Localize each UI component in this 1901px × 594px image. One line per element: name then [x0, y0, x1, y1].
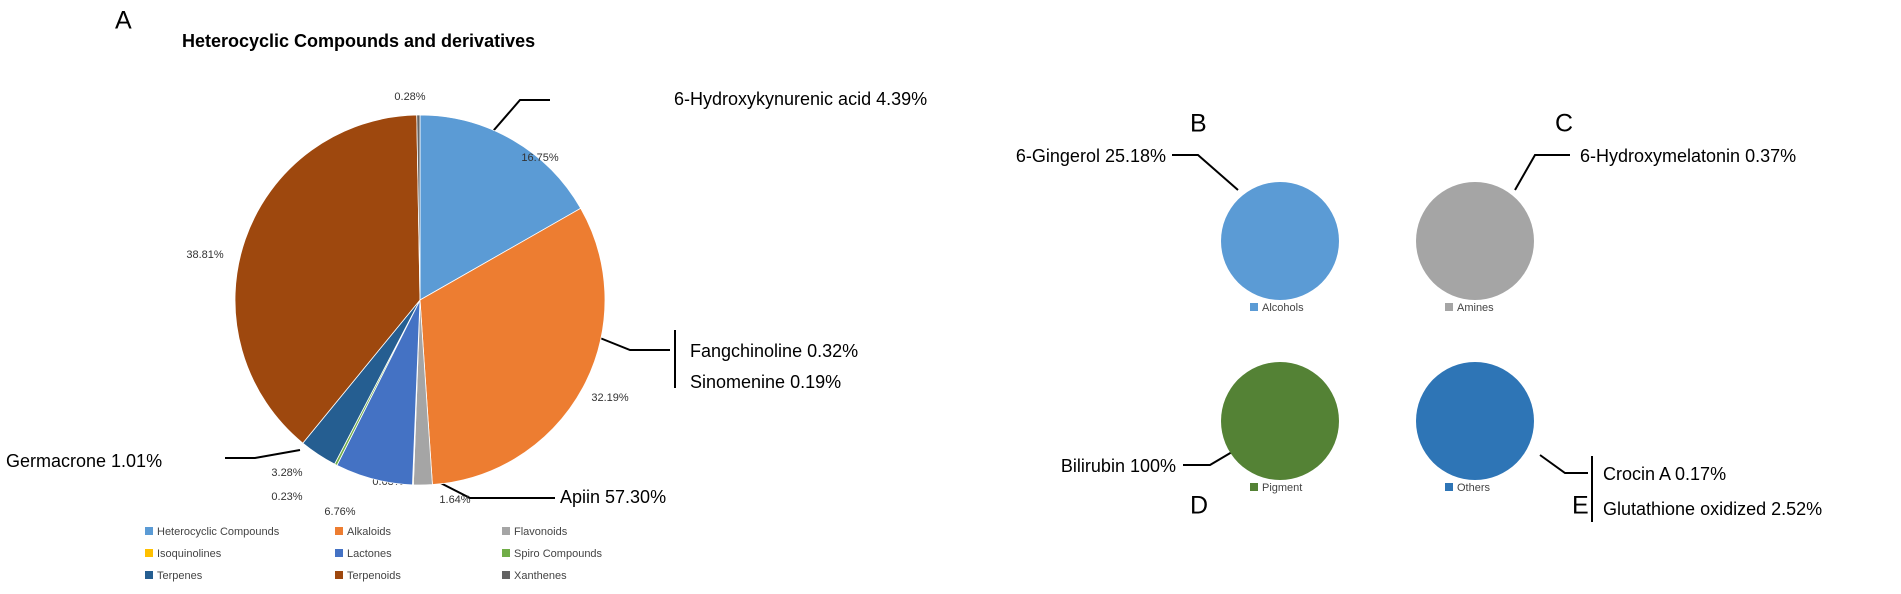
slice-label: 3.28%: [271, 467, 302, 479]
callout-line: [1539, 454, 1593, 522]
legend-label: Heterocyclic Compounds: [157, 526, 280, 538]
legend-swatch: [502, 549, 510, 557]
panel-letter: E: [1572, 492, 1589, 520]
legend-label: Alkaloids: [347, 526, 392, 538]
legend-swatch: [502, 571, 510, 579]
annotation: 6-Hydroxykynurenic acid 4.39%: [674, 89, 927, 109]
callout-line: [1183, 451, 1233, 466]
panel-letter: D: [1190, 492, 1208, 520]
annotation: Germacrone 1.01%: [6, 451, 162, 471]
pie-slice: [419, 114, 582, 301]
legend-label: Alcohols: [1262, 302, 1304, 314]
legend-label: Lactones: [347, 548, 392, 560]
legend-label: Flavonoids: [514, 526, 568, 538]
slice-label: 16.75%: [521, 152, 559, 164]
slice-label: 32.19%: [591, 392, 629, 404]
legend-swatch: [502, 527, 510, 535]
legend-swatch: [145, 549, 153, 557]
legend-swatch: [145, 527, 153, 535]
annotation: Bilirubin 100%: [1061, 456, 1176, 476]
legend-swatch: [1250, 483, 1258, 491]
legend-swatch: [335, 571, 343, 579]
legend-label: Terpenoids: [347, 570, 401, 582]
legend-swatch: [335, 527, 343, 535]
annotation: Glutathione oxidized 2.52%: [1603, 499, 1822, 519]
legend-label: Xanthenes: [514, 570, 567, 582]
panel-letter: B: [1190, 110, 1207, 138]
legend-swatch: [1250, 303, 1258, 311]
annotation: Crocin A 0.17%: [1603, 464, 1726, 484]
pie-slice: [416, 114, 421, 301]
callout-line: [599, 330, 676, 388]
pie-slice: [1416, 182, 1534, 300]
slice-label: 0.28%: [394, 91, 425, 103]
pie-slice: [1221, 362, 1339, 480]
legend-label: Spiro Compounds: [514, 548, 603, 560]
legend-swatch: [335, 549, 343, 557]
panel-letter: A: [115, 7, 132, 35]
legend-label: Isoquinolines: [157, 548, 222, 560]
pie-slice: [1221, 182, 1339, 300]
legend-label: Amines: [1457, 302, 1494, 314]
annotation: Fangchinoline 0.32%: [690, 341, 858, 361]
legend-label: Terpenes: [157, 570, 203, 582]
slice-label: 1.64%: [439, 494, 470, 506]
annotation: 6-Gingerol 25.18%: [1016, 146, 1166, 166]
panel-letter: C: [1555, 110, 1573, 138]
chart-title: Heterocyclic Compounds and derivatives: [182, 31, 535, 51]
callout-line: [225, 449, 301, 459]
annotation: 6-Hydroxymelatonin 0.37%: [1580, 146, 1796, 166]
callout-line: [1514, 154, 1570, 191]
legend-label: Pigment: [1262, 482, 1302, 494]
slice-label: 38.81%: [186, 249, 224, 261]
slice-label: 6.76%: [324, 506, 355, 518]
pie-slice: [234, 114, 421, 444]
legend-swatch: [1445, 303, 1453, 311]
legend-swatch: [1445, 483, 1453, 491]
pie-slice: [1416, 362, 1534, 480]
callout-line: [1172, 154, 1239, 191]
legend-label: Others: [1457, 482, 1491, 494]
annotation: Sinomenine 0.19%: [690, 372, 841, 392]
slice-label: 0.23%: [271, 491, 302, 503]
pie-slice: [419, 207, 606, 486]
legend-swatch: [145, 571, 153, 579]
annotation: Apiin 57.30%: [560, 487, 666, 507]
